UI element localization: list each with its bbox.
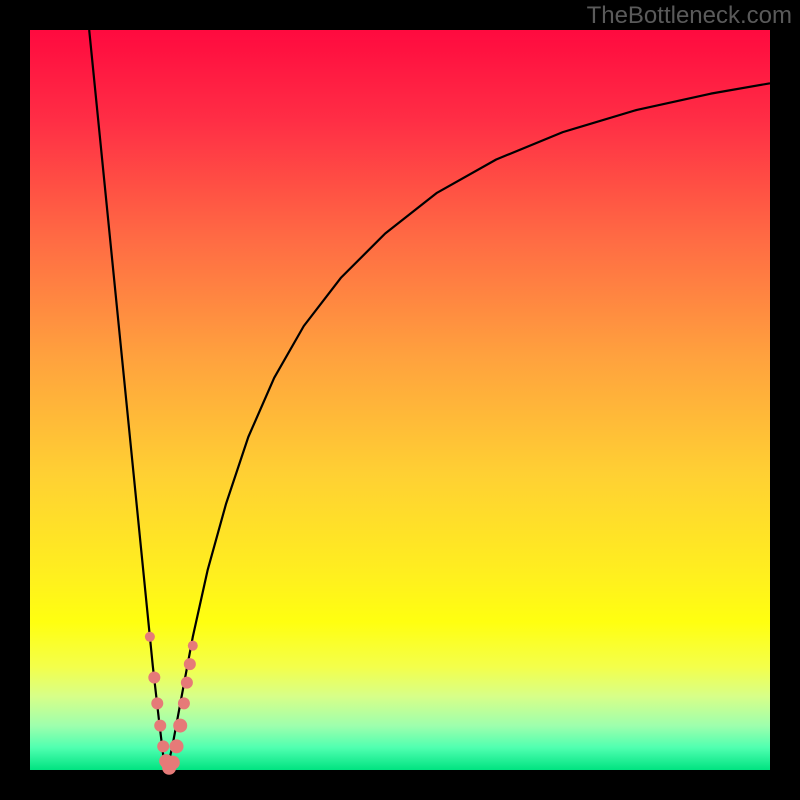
data-marker xyxy=(154,720,166,732)
data-marker xyxy=(184,658,196,670)
data-marker xyxy=(181,677,193,689)
data-marker xyxy=(166,756,180,770)
data-marker xyxy=(157,740,169,752)
bottleneck-chart xyxy=(0,0,800,800)
data-marker xyxy=(148,672,160,684)
data-marker xyxy=(188,641,198,651)
data-marker xyxy=(170,739,184,753)
data-marker xyxy=(173,719,187,733)
plot-background xyxy=(30,30,770,770)
chart-frame: TheBottleneck.com xyxy=(0,0,800,800)
data-marker xyxy=(178,697,190,709)
data-marker xyxy=(145,632,155,642)
data-marker xyxy=(151,697,163,709)
